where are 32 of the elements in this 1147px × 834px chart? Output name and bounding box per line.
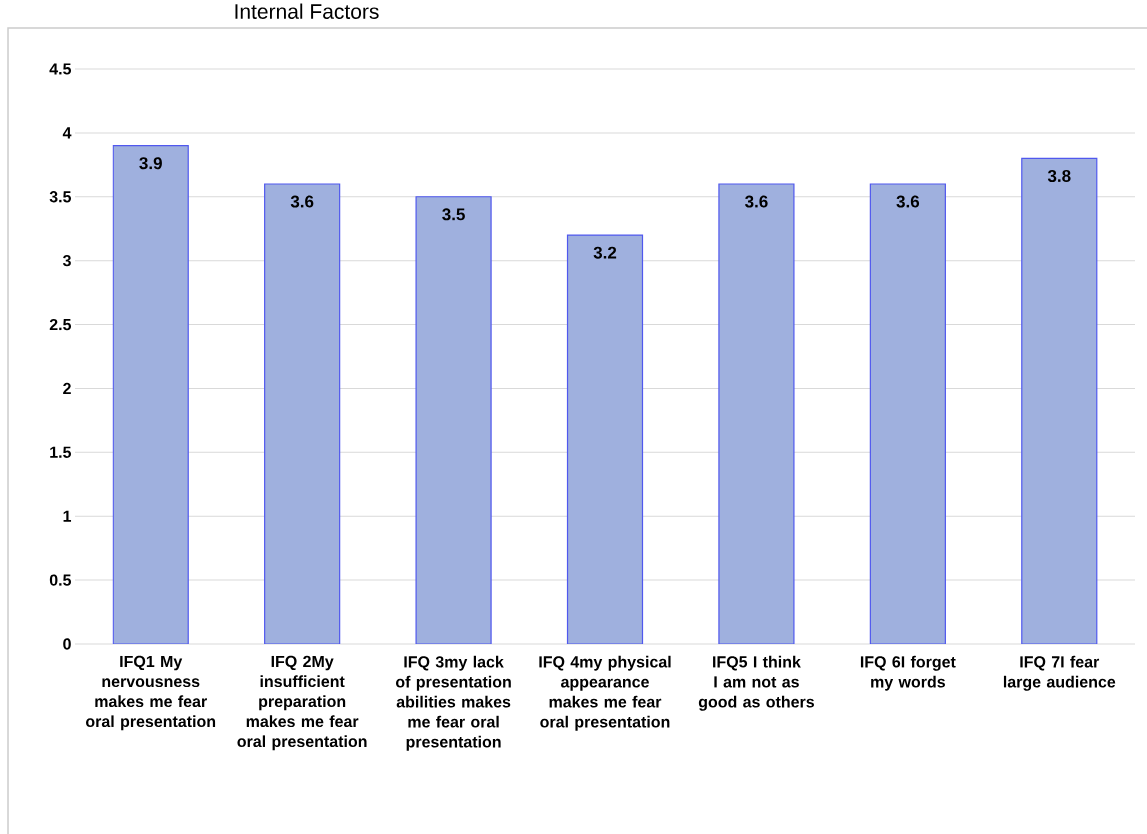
- bar: [566, 234, 644, 644]
- data-label: 3.5: [442, 208, 465, 221]
- x-tick-label: IFQ5 I think I am not as good as others: [698, 655, 814, 711]
- data-label: 3.2: [593, 246, 617, 259]
- y-tick-label: 1: [63, 510, 72, 522]
- x-tick-label: IFQ 2My insufficient preparation makes me fear oral presentation: [237, 655, 367, 751]
- x-tick-label: IFQ 3my lack of presentation abilities makes me fear oral presentation: [395, 655, 511, 751]
- bar: [1021, 157, 1098, 644]
- y-tick-label: 3: [62, 254, 71, 267]
- data-label: 3.8: [1047, 169, 1071, 183]
- data-label: 3.6: [896, 195, 920, 208]
- data-label: 3.9: [139, 157, 162, 170]
- chart-title: Internal Factors: [235, 3, 379, 19]
- y-tick-label: 4: [62, 127, 72, 139]
- x-tick-label: IFQ1 My nervousness makes me fear oral presentation: [86, 655, 216, 731]
- y-tick-label: 0: [63, 638, 71, 650]
- x-tick-label: IFQ 4my physical appearance makes me fear oral presentation: [539, 655, 671, 731]
- bar: [718, 183, 795, 644]
- x-tick-label: IFQ 6I forget my words: [860, 655, 956, 691]
- y-tick-label: 0.5: [49, 574, 72, 586]
- y-tick-label: 2: [63, 382, 71, 395]
- data-label: 3.6: [745, 195, 768, 208]
- bar: [264, 183, 341, 644]
- data-label: 3.6: [290, 195, 314, 208]
- y-tick-label: 4.5: [49, 63, 72, 75]
- x-tick-label: IFQ 7I fear large audience: [1003, 655, 1116, 691]
- bar: [415, 196, 492, 644]
- y-tick-label: 2.5: [49, 318, 72, 331]
- bar: [112, 145, 189, 644]
- y-tick-label: 3.5: [49, 191, 72, 203]
- y-tick-label: 1.5: [50, 446, 72, 458]
- bar: [869, 183, 946, 644]
